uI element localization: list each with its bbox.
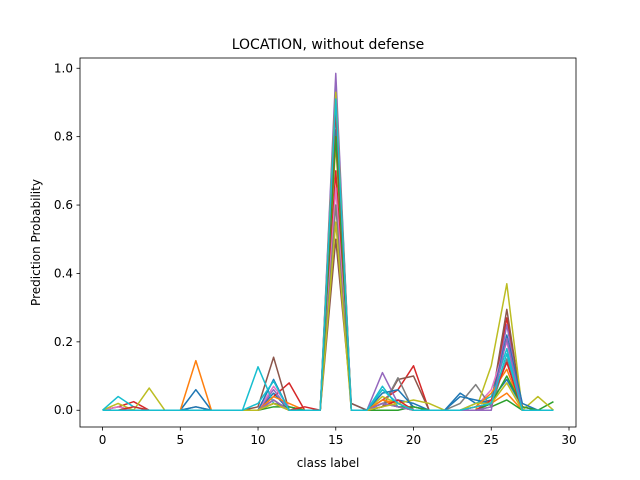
x-tick-label: 15: [328, 433, 343, 447]
x-axis: 0 5 10 15 20 25 30: [99, 427, 577, 447]
x-tick-label: 20: [406, 433, 421, 447]
x-tick-label: 30: [561, 433, 576, 447]
series-layer: [102, 72, 554, 411]
y-tick-label: 0.6: [54, 198, 73, 212]
axes-frame: [79, 57, 577, 428]
y-tick-label: 0.4: [54, 266, 73, 280]
x-tick-label: 25: [484, 433, 499, 447]
x-axis-label: class label: [297, 456, 360, 470]
y-tick-label: 0.0: [54, 403, 73, 417]
chart-title: LOCATION, without defense: [232, 37, 425, 53]
series-line-16: [102, 98, 554, 411]
y-tick-label: 0.8: [54, 130, 73, 144]
x-tick-label: 10: [250, 433, 265, 447]
y-axis-label: Prediction Probability: [29, 179, 43, 306]
y-axis: 0.0 0.2 0.4 0.6 0.8 1.0: [54, 61, 80, 417]
y-tick-label: 0.2: [54, 335, 73, 349]
y-tick-label: 1.0: [54, 61, 73, 75]
x-tick-label: 0: [99, 433, 107, 447]
x-tick-label: 5: [176, 433, 184, 447]
